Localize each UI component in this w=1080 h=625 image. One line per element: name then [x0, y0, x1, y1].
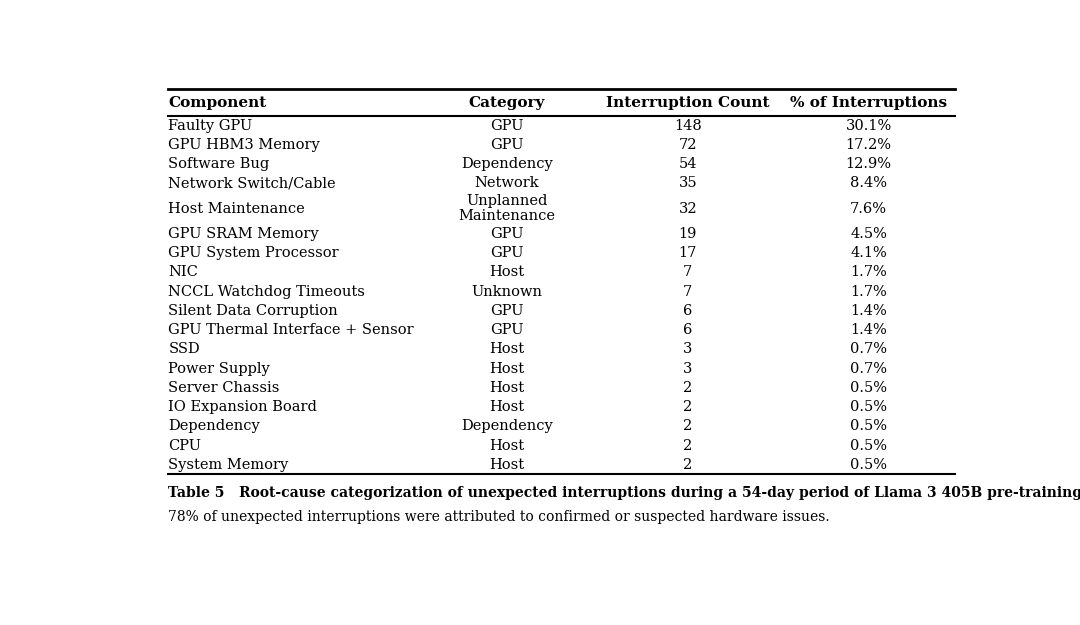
Text: Component: Component	[168, 96, 267, 109]
Text: SSD: SSD	[168, 342, 200, 356]
Text: Host Maintenance: Host Maintenance	[168, 201, 306, 216]
Text: 30.1%: 30.1%	[846, 119, 892, 132]
Text: GPU: GPU	[490, 323, 524, 337]
Text: GPU Thermal Interface + Sensor: GPU Thermal Interface + Sensor	[168, 323, 414, 337]
Text: 54: 54	[678, 157, 697, 171]
Text: 0.5%: 0.5%	[850, 400, 887, 414]
Text: Host: Host	[489, 458, 525, 472]
Text: 17.2%: 17.2%	[846, 138, 892, 152]
Text: GPU: GPU	[490, 304, 524, 318]
Text: 17: 17	[678, 246, 697, 260]
Text: 12.9%: 12.9%	[846, 157, 892, 171]
Text: GPU: GPU	[490, 246, 524, 260]
Text: 4.5%: 4.5%	[850, 227, 887, 241]
Text: 72: 72	[678, 138, 697, 152]
Text: Dependency: Dependency	[461, 419, 553, 433]
Text: IO Expansion Board: IO Expansion Board	[168, 400, 318, 414]
Text: 1.4%: 1.4%	[850, 323, 887, 337]
Text: 19: 19	[678, 227, 697, 241]
Text: 7: 7	[684, 266, 692, 279]
Text: 2: 2	[684, 381, 692, 395]
Text: Maintenance: Maintenance	[458, 209, 555, 223]
Text: Table 5   Root-cause categorization of unexpected interruptions during a 54-day : Table 5 Root-cause categorization of une…	[168, 486, 1080, 501]
Text: Dependency: Dependency	[168, 419, 260, 433]
Text: GPU: GPU	[490, 138, 524, 152]
Text: 1.4%: 1.4%	[850, 304, 887, 318]
Text: Software Bug: Software Bug	[168, 157, 270, 171]
Text: Interruption Count: Interruption Count	[606, 96, 770, 109]
Text: 78% of unexpected interruptions were attributed to confirmed or suspected hardwa: 78% of unexpected interruptions were att…	[168, 509, 831, 524]
Text: Unknown: Unknown	[471, 284, 542, 299]
Text: Silent Data Corruption: Silent Data Corruption	[168, 304, 338, 318]
Text: Faulty GPU: Faulty GPU	[168, 119, 253, 132]
Text: 0.5%: 0.5%	[850, 439, 887, 452]
Text: 2: 2	[684, 400, 692, 414]
Text: Server Chassis: Server Chassis	[168, 381, 280, 395]
Text: 32: 32	[678, 201, 697, 216]
Text: 4.1%: 4.1%	[850, 246, 887, 260]
Text: 0.5%: 0.5%	[850, 381, 887, 395]
Text: 0.7%: 0.7%	[850, 362, 887, 376]
Text: Power Supply: Power Supply	[168, 362, 270, 376]
Text: 6: 6	[683, 323, 692, 337]
Text: 2: 2	[684, 458, 692, 472]
Text: System Memory: System Memory	[168, 458, 288, 472]
Text: 7: 7	[684, 284, 692, 299]
Text: 148: 148	[674, 119, 702, 132]
Text: Network: Network	[474, 176, 539, 190]
Text: 0.5%: 0.5%	[850, 419, 887, 433]
Text: NCCL Watchdog Timeouts: NCCL Watchdog Timeouts	[168, 284, 365, 299]
Text: % of Interruptions: % of Interruptions	[791, 96, 947, 109]
Text: Host: Host	[489, 266, 525, 279]
Text: NIC: NIC	[168, 266, 199, 279]
Text: CPU: CPU	[168, 439, 202, 452]
Text: Network Switch/Cable: Network Switch/Cable	[168, 176, 336, 190]
Text: 8.4%: 8.4%	[850, 176, 887, 190]
Text: 35: 35	[678, 176, 697, 190]
Text: Host: Host	[489, 362, 525, 376]
Text: 6: 6	[683, 304, 692, 318]
Text: Unplanned: Unplanned	[467, 194, 548, 208]
Text: 1.7%: 1.7%	[850, 284, 887, 299]
Text: 2: 2	[684, 419, 692, 433]
Text: GPU System Processor: GPU System Processor	[168, 246, 339, 260]
Text: 0.5%: 0.5%	[850, 458, 887, 472]
Text: Dependency: Dependency	[461, 157, 553, 171]
Text: GPU HBM3 Memory: GPU HBM3 Memory	[168, 138, 321, 152]
Text: Host: Host	[489, 342, 525, 356]
Text: GPU: GPU	[490, 227, 524, 241]
Text: 2: 2	[684, 439, 692, 452]
Text: 0.7%: 0.7%	[850, 342, 887, 356]
Text: Host: Host	[489, 400, 525, 414]
Text: 3: 3	[683, 362, 692, 376]
Text: GPU SRAM Memory: GPU SRAM Memory	[168, 227, 319, 241]
Text: Host: Host	[489, 439, 525, 452]
Text: 7.6%: 7.6%	[850, 201, 887, 216]
Text: Category: Category	[469, 96, 545, 109]
Text: 3: 3	[683, 342, 692, 356]
Text: Host: Host	[489, 381, 525, 395]
Text: GPU: GPU	[490, 119, 524, 132]
Text: 1.7%: 1.7%	[850, 266, 887, 279]
